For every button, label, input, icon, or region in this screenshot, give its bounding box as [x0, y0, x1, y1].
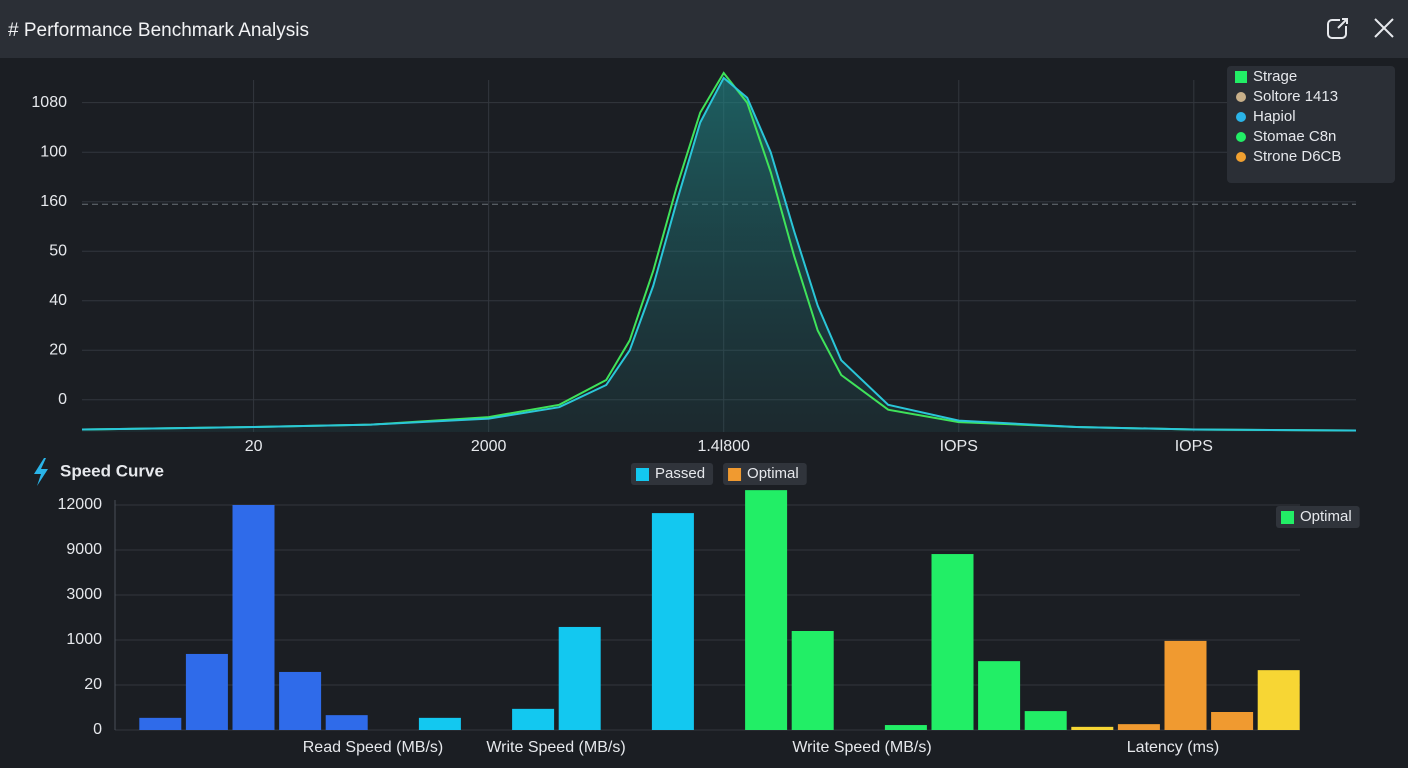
bar	[931, 554, 974, 730]
legend-swatch	[1236, 132, 1246, 142]
bar	[1164, 640, 1207, 730]
bar	[1024, 711, 1067, 730]
bar	[1257, 670, 1300, 730]
legend-swatch	[1236, 92, 1246, 102]
close-button[interactable]	[1374, 18, 1394, 38]
y-tick-label: 20	[49, 342, 67, 359]
legend-swatch	[1236, 152, 1246, 162]
bar	[418, 717, 461, 730]
legend-label: Soltore 1413	[1253, 88, 1338, 105]
legend-label: Optimal	[1300, 508, 1352, 525]
x-tick-label: IOPS	[1175, 438, 1213, 455]
window-title: # Performance Benchmark Analysis	[8, 20, 309, 41]
legend-swatch	[1235, 71, 1247, 83]
group-label: Write Speed (MB/s)	[486, 739, 625, 756]
bar	[1211, 712, 1254, 730]
bar	[651, 513, 694, 730]
bar	[791, 631, 834, 730]
bar	[978, 661, 1021, 730]
legend-swatch	[1236, 112, 1246, 122]
bar	[558, 626, 601, 730]
legend-box	[723, 463, 807, 485]
bar	[279, 671, 322, 730]
y-tick-label: 1000	[66, 631, 102, 648]
y-tick-label: 9000	[66, 541, 102, 558]
bar	[512, 708, 555, 730]
bar	[325, 715, 368, 730]
legend-box	[1227, 66, 1395, 183]
bar	[1117, 724, 1160, 730]
legend-label: Strone D6CB	[1253, 148, 1341, 165]
y-tick-label: 100	[40, 143, 67, 160]
y-tick-label: 20	[84, 676, 102, 693]
x-tick-label: 2000	[471, 438, 507, 455]
legend-label: Stomae C8n	[1253, 128, 1336, 145]
legend-item: Optimal	[1276, 506, 1360, 528]
area	[82, 77, 1356, 433]
y-tick-label: 40	[49, 292, 67, 309]
line	[81, 76, 1357, 432]
section-title: Speed Curve	[60, 461, 164, 480]
popout-button[interactable]	[1327, 18, 1348, 39]
y-tick-label: 160	[40, 193, 67, 210]
y-tick-label: 1080	[31, 94, 67, 111]
group-label: Read Speed (MB/s)	[303, 739, 444, 756]
group-label: Latency (ms)	[1127, 739, 1219, 756]
bar	[185, 653, 228, 730]
bar	[745, 490, 788, 730]
legend-item: Passed	[631, 463, 714, 485]
y-tick-label: 0	[93, 721, 102, 738]
legend-label: Hapiol	[1253, 108, 1296, 125]
legend-item: Optimal	[723, 463, 807, 485]
bar	[884, 725, 927, 730]
group-label: Write Speed (MB/s)	[792, 739, 931, 756]
legend-swatch	[636, 468, 649, 481]
y-tick-label: 3000	[66, 586, 102, 603]
legend-swatch	[1281, 511, 1294, 524]
lightning-icon	[34, 458, 48, 486]
bar	[139, 717, 182, 730]
y-tick-label: 50	[49, 242, 67, 259]
bar	[1071, 726, 1114, 730]
legend-label: Passed	[655, 465, 705, 482]
legend-box	[631, 463, 714, 485]
header-bar	[0, 0, 1408, 58]
legend-swatch	[728, 468, 742, 481]
x-tick-label: 20	[245, 438, 263, 455]
y-tick-label: 0	[58, 391, 67, 408]
y-tick-label: 12000	[58, 496, 103, 513]
x-tick-label: 1.4l800	[697, 438, 750, 455]
line	[81, 71, 1357, 432]
x-tick-label: IOPS	[940, 438, 978, 455]
legend-label: Optimal	[747, 465, 799, 482]
legend-box	[1276, 506, 1360, 528]
bar	[232, 505, 275, 730]
legend-label: Strage	[1253, 68, 1297, 85]
